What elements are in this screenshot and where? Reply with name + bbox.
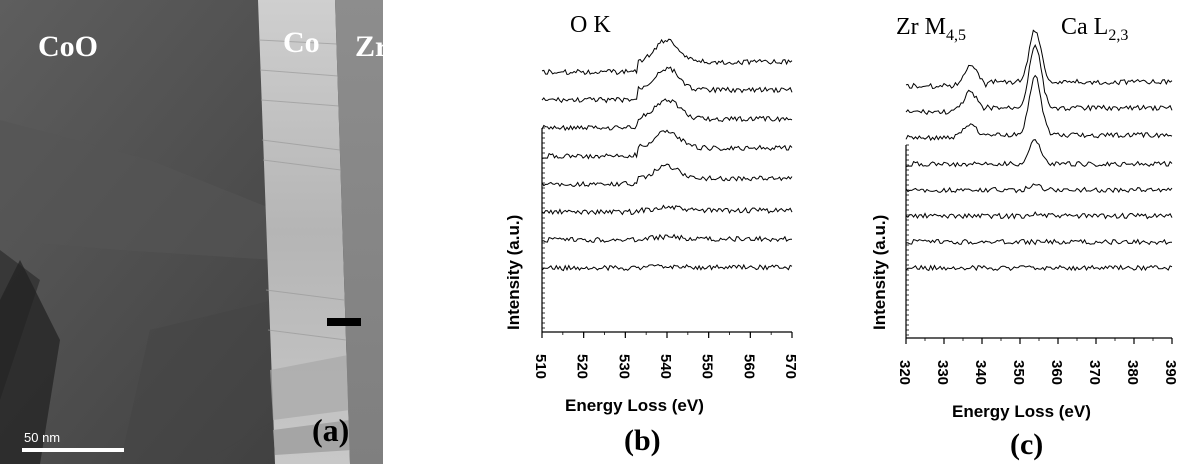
panel-letter-a: (a) xyxy=(312,412,350,448)
edge-label-ca-sub: 2,3 xyxy=(1108,26,1129,44)
x-tick-label: 520 xyxy=(574,354,591,379)
x-tick-label: 390 xyxy=(1162,360,1179,385)
x-tick-label: 330 xyxy=(934,360,951,385)
spectrum-line xyxy=(905,29,1173,90)
x-tick-label: 350 xyxy=(1010,360,1027,385)
label-co: Co xyxy=(283,26,320,59)
spectra-plot-c: 320 330 340 350 360 370 380 390 xyxy=(896,29,1179,385)
panel-letter-b: (b) xyxy=(624,424,661,457)
spectrum-line xyxy=(905,139,1173,168)
panel-letter-c: (c) xyxy=(1010,428,1044,461)
edge-label-o-k: O K xyxy=(570,12,611,38)
zro2-region xyxy=(335,0,383,464)
edge-label-zr-m: Zr M4,5 xyxy=(896,14,966,45)
spectrum-line xyxy=(541,129,793,160)
edge-label-zr-sub: 4,5 xyxy=(946,26,966,44)
scale-bar xyxy=(22,448,124,452)
x-tick-label: 530 xyxy=(615,354,632,379)
spectrum-line xyxy=(905,74,1173,142)
x-tick-label: 360 xyxy=(1048,360,1065,385)
spectra-panel-b: 510 520 530 540 550 560 570 O K Intensity (a.u… xyxy=(500,0,820,464)
spectrum-line xyxy=(905,211,1173,220)
x-tick-label: 380 xyxy=(1124,360,1141,385)
x-tick-label: 560 xyxy=(740,354,757,379)
spectrum-line xyxy=(905,183,1173,194)
spectrum-line xyxy=(905,264,1173,272)
spectra-plot-b: 510 520 530 540 550 560 570 xyxy=(532,38,799,379)
co-layer xyxy=(258,0,350,464)
position-marker xyxy=(327,318,361,326)
x-tick-label: 320 xyxy=(896,360,913,385)
edge-label-ca-main: Ca L xyxy=(1061,14,1109,40)
label-coo: CoO xyxy=(38,30,98,63)
spectrum-line xyxy=(541,98,793,132)
spectrum-line xyxy=(541,163,793,188)
tem-image xyxy=(0,0,383,464)
edge-label-zr-main: Zr M xyxy=(896,14,946,40)
x-tick-label: 510 xyxy=(532,354,549,379)
y-axis-title-b: Intensity (a.u.) xyxy=(504,214,523,330)
spectrum-line xyxy=(541,263,793,272)
x-axis-title-b: Energy Loss (eV) xyxy=(565,396,704,415)
spectra-panel-c: 320 330 340 350 360 370 380 390 Zr M4,5 Ca L2,3… xyxy=(850,0,1183,464)
x-tick-label: 550 xyxy=(699,354,716,379)
x-axis-title-c: Energy Loss (eV) xyxy=(952,402,1091,421)
label-zro2: ZrO2 xyxy=(355,30,383,68)
y-axis-title-c: Intensity (a.u.) xyxy=(870,214,889,330)
tem-micrograph: CoO Co ZrO2 50 nm (a) xyxy=(0,0,383,464)
spectrum-line xyxy=(541,66,793,104)
edge-label-ca-l: Ca L2,3 xyxy=(1061,14,1128,45)
x-tick-label: 340 xyxy=(972,360,989,385)
x-tick-label: 540 xyxy=(657,354,674,379)
x-tick-label: 370 xyxy=(1086,360,1103,385)
spectrum-line xyxy=(541,38,793,76)
spectrum-line xyxy=(905,238,1173,246)
x-tick-label: 570 xyxy=(782,354,799,379)
spectrum-line xyxy=(541,233,793,243)
spectrum-line xyxy=(905,44,1173,116)
spectrum-line xyxy=(541,204,793,216)
scale-bar-text: 50 nm xyxy=(24,430,61,445)
label-zro2-main: ZrO xyxy=(355,30,383,63)
